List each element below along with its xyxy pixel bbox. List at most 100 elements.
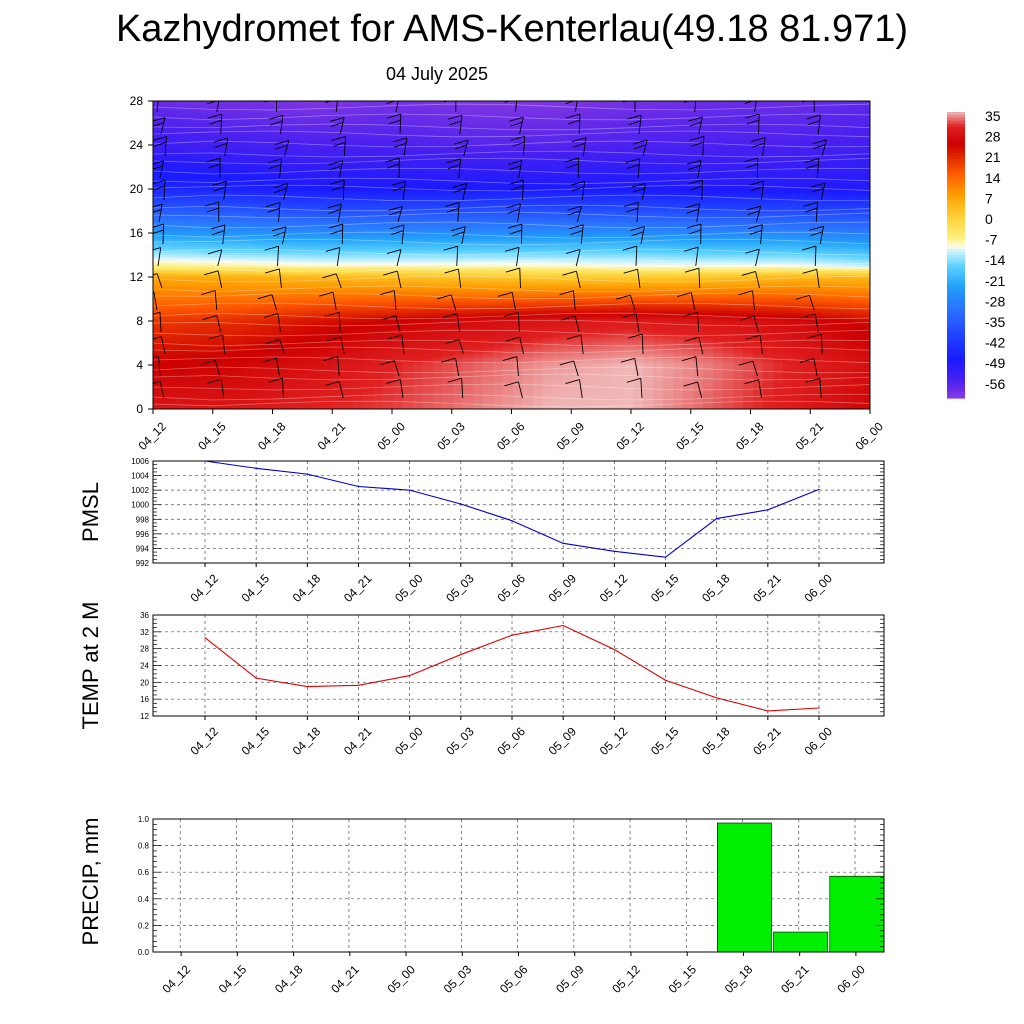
precip-y-tick-label: 0.0 — [138, 948, 150, 957]
colorbar-label: 14 — [985, 170, 1001, 186]
precip-bar — [773, 931, 829, 953]
colorbar-label: -35 — [985, 314, 1005, 330]
pmsl-data-point — [511, 520, 513, 522]
temp-data-point — [460, 653, 462, 656]
colorbar-label: 28 — [985, 129, 1001, 145]
pmsl-data-point — [460, 503, 462, 505]
precip-y-tick-label: 0.8 — [138, 842, 150, 851]
colorbar-label: -14 — [985, 252, 1005, 268]
pmsl-data-point — [357, 485, 360, 488]
temp-x-tick-label: 04_15 — [239, 724, 273, 758]
cross-section-x-tick-label: 04_12 — [135, 419, 169, 453]
precip-bar — [717, 822, 772, 953]
temp-data-point — [409, 675, 411, 677]
colorbar-label: -21 — [985, 273, 1005, 289]
cross-section-x-tick-label: 05_09 — [554, 419, 588, 453]
temperature-colorbar: 35 28 21 14 7 0 -7 -14 -21 -28 -35 -42 -49 -56 — [947, 108, 1005, 399]
cross-section-x-tick-label: 06_00 — [852, 419, 886, 453]
pmsl-data-point — [613, 550, 615, 552]
pmsl-y-tick-label: 992 — [136, 559, 150, 568]
precip-y-tick-label: 0.2 — [138, 921, 150, 930]
pmsl-data-point — [716, 517, 718, 520]
pmsl-x-tick-label: 05_06 — [494, 571, 528, 605]
precip-x-tick-label: 04_15 — [216, 962, 250, 996]
pmsl-y-tick-label: 1006 — [131, 457, 149, 466]
pmsl-x-tick-label: 04_15 — [239, 571, 273, 605]
precip-x-tick-label: 05_09 — [553, 962, 587, 996]
colorbar-label: 7 — [985, 190, 993, 206]
temp-x-tick-label: 06_00 — [801, 724, 835, 758]
cross-section-x-tick-label: 05_18 — [733, 419, 767, 453]
precip-x-tick-label: 05_03 — [441, 962, 475, 996]
temp-x-tick-label: 04_21 — [341, 724, 375, 758]
temp-data-point — [255, 677, 257, 679]
pmsl-x-tick-label: 05_09 — [546, 571, 580, 605]
temperature-field — [153, 101, 870, 409]
temp-data-point — [716, 697, 718, 699]
colorbar-label: 0 — [985, 211, 993, 227]
cross-section-x-tick-label: 05_12 — [613, 419, 647, 453]
temp-y-tick-label: 24 — [140, 662, 149, 671]
pmsl-x-tick-label: 05_12 — [597, 571, 631, 605]
pmsl-grid — [153, 460, 884, 564]
precip-x-tick-label: 05_15 — [666, 962, 700, 996]
cross-section-x-tick-label: 04_21 — [315, 419, 349, 453]
precip-y-tick-label: 1.0 — [138, 815, 150, 824]
temp-x-tick-label: 04_18 — [290, 724, 324, 758]
pmsl-x-tick-label: 05_21 — [750, 571, 784, 605]
pmsl-data-point — [306, 473, 308, 475]
temp-x-tick-label: 05_00 — [392, 724, 426, 758]
pmsl-x-tick-label: 04_21 — [341, 571, 375, 605]
precip-x-tick-label: 04_21 — [328, 962, 362, 996]
temp-data-point — [767, 710, 769, 712]
pmsl-data-point — [767, 509, 769, 511]
precip-x-tick-label: 05_21 — [778, 962, 812, 996]
pmsl-data-point — [255, 467, 257, 469]
precip-x-tick-label: 05_12 — [609, 962, 643, 996]
pmsl-data-point — [562, 542, 564, 544]
pmsl-chart: 992 994 996 998 1000 1002 1004 1006 04_12 04_15 04… — [78, 457, 885, 605]
temp-y-tick-label: 32 — [140, 628, 149, 637]
pmsl-x-tick-label: 05_00 — [392, 571, 426, 605]
pmsl-x-tick-label: 05_03 — [443, 571, 477, 605]
pmsl-y-tick-label: 996 — [136, 530, 150, 539]
cross-section-x-tick-label: 05_03 — [434, 419, 468, 453]
cross-section-panel: 0 4 8 12 16 20 24 28 04_12 04_15 04_18 04_21 05_00 05… — [130, 94, 887, 453]
colorbar-label: 35 — [985, 108, 1001, 124]
temp-y-tick-label: 12 — [140, 712, 149, 721]
temp-data-point — [306, 685, 308, 688]
temp-grid — [153, 614, 884, 717]
temp-series-line — [204, 624, 820, 712]
cross-section-y-tick-label: 28 — [130, 94, 144, 108]
temp-data-point — [204, 637, 206, 639]
temp-y-tick-label: 28 — [140, 645, 149, 654]
colorbar-label: -7 — [985, 232, 998, 248]
precip-x-tick-label: 05_00 — [384, 962, 418, 996]
cross-section-y-tick-label: 16 — [130, 226, 144, 240]
colorbar-label: -49 — [985, 355, 1005, 371]
precip-y-tick-label: 0.6 — [138, 868, 150, 877]
precip-x-tick-label: 06_00 — [834, 962, 868, 996]
cross-section-x-tick-label: 05_21 — [793, 419, 827, 453]
temp-x-tick-label: 05_06 — [494, 724, 528, 758]
temp-x-tick-label: 04_12 — [187, 724, 221, 758]
pmsl-data-point — [204, 460, 206, 462]
pmsl-data-point — [664, 556, 667, 558]
pmsl-y-axis-label: PMSL — [78, 482, 103, 542]
precip-x-tick-label: 04_18 — [272, 962, 306, 996]
precip-y-axis-label: PRECIP, mm — [78, 818, 103, 946]
cross-section-x-tick-label: 04_15 — [195, 419, 229, 453]
cross-section-y-tick-label: 24 — [130, 138, 144, 152]
cross-section-y-tick-label: 4 — [136, 358, 143, 372]
pmsl-data-point — [818, 488, 820, 491]
temp-data-point — [613, 648, 615, 651]
colorbar-label: -42 — [985, 335, 1005, 351]
temp-y-tick-label: 20 — [140, 678, 149, 687]
temp-data-point — [818, 707, 820, 709]
cross-section-y-tick-label: 20 — [130, 182, 144, 196]
pmsl-y-tick-label: 1000 — [131, 501, 149, 510]
temp-x-tick-label: 05_12 — [597, 724, 631, 758]
temp-x-tick-label: 05_03 — [443, 724, 477, 758]
pmsl-y-tick-label: 994 — [136, 544, 150, 553]
